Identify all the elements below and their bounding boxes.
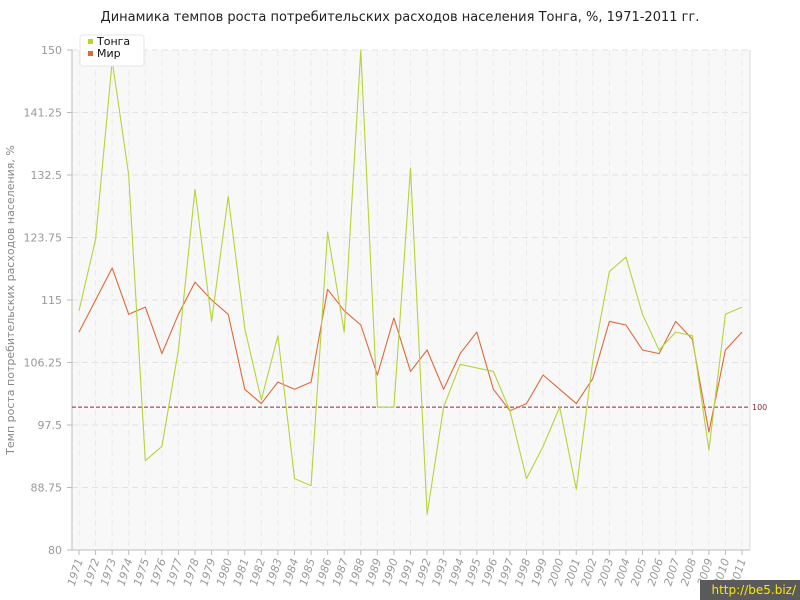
legend-box	[79, 34, 145, 67]
series-layer	[78, 49, 743, 515]
y-tick-label: 115	[41, 294, 62, 307]
series-line-tonga[interactable]	[78, 49, 743, 515]
x-tick-labels: 1971197219731974197519761977197819791980…	[65, 557, 749, 588]
legend-swatch	[88, 39, 93, 44]
chart-title: Динамика темпов роста потребительских ра…	[100, 10, 700, 25]
y-tick-label: 80	[48, 544, 62, 557]
y-tick-label: 97.5	[38, 419, 63, 432]
y-tick-label: 88.75	[31, 482, 63, 495]
legend-label[interactable]: Мир	[97, 47, 121, 60]
y-axis-label: Темп роста потребительских расходов насе…	[4, 145, 17, 456]
y-tick-label: 150	[41, 44, 62, 57]
y-tick-labels: 80 88.75 97.5 106.25 115 123.75 132.5 141.25 150	[24, 44, 63, 557]
series-line-world[interactable]	[78, 267, 743, 433]
reference-line-group: 100	[72, 403, 767, 412]
y-tick-label: 106.25	[24, 357, 63, 370]
y-tick-label: 123.75	[24, 232, 63, 245]
reference-line-label: 100	[752, 403, 767, 412]
y-tick-label: 141.25	[24, 107, 63, 120]
y-tick-label: 132.5	[31, 169, 63, 182]
legend-label[interactable]: Тонга	[96, 35, 130, 48]
watermark[interactable]: http://be5.biz/	[700, 580, 800, 600]
legend-swatch	[88, 51, 93, 56]
axis-layer	[67, 49, 751, 555]
